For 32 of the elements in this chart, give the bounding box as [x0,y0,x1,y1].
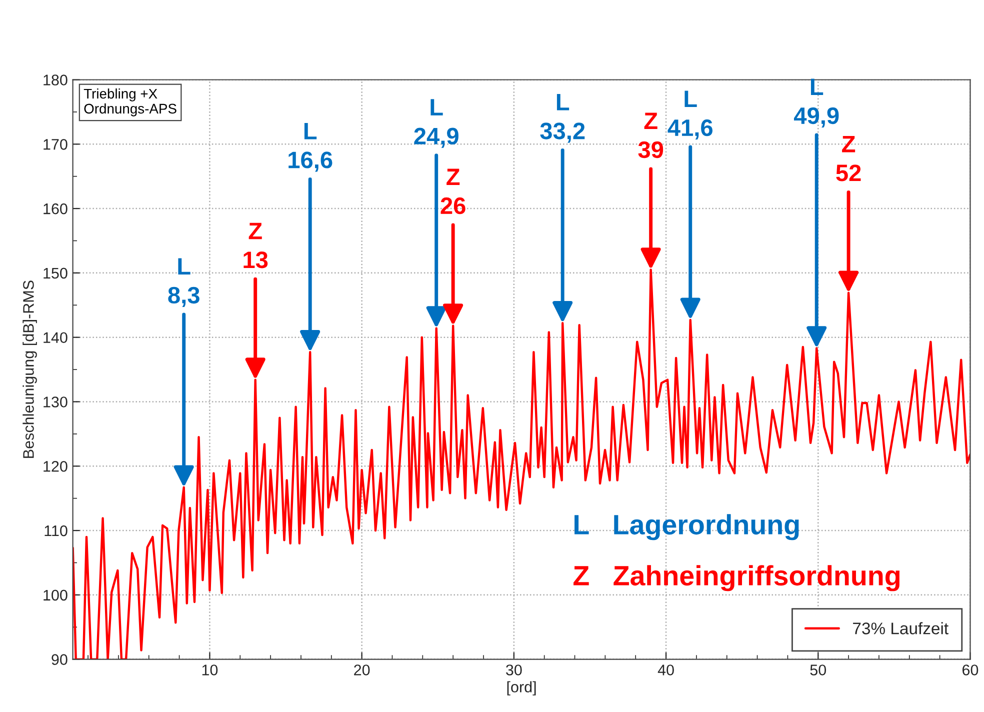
y-tick-label: 150 [44,268,68,279]
annotation: L Lagerordnung [574,514,799,540]
annotation: L 24,9 [414,99,458,148]
annotation: Z 52 [836,136,861,182]
y-tick-label: 160 [44,203,68,214]
legend-label: 73% Laufzeit [853,622,948,634]
y-tick-label: 110 [44,525,68,536]
y-tick-label: 170 [44,139,68,150]
y-tick-label: 120 [44,460,68,472]
annotation: Z 26 [440,168,466,214]
x-tick-label: 50 [810,664,826,676]
x-tick-label: 60 [962,664,978,676]
y-tick-label: 100 [44,590,68,601]
y-tick-label: 140 [44,332,68,344]
annotation: L 33,2 [540,94,585,143]
annotation: L 41,6 [668,90,712,140]
annotation: Z Zahneingriffsordnung [574,565,900,592]
x-tick-label: 10 [202,664,218,676]
annotation: Z 13 [244,222,268,268]
x-tick-label: 30 [506,664,522,676]
annotation: L 16,6 [288,122,332,172]
x-tick-label: 40 [658,664,674,676]
annotation: L 49,9 [794,78,839,128]
y-tick-label: 180 [44,74,68,86]
y-tick-label: 130 [44,396,68,408]
annotation: Triebling +X Ordnungs-APS [84,88,176,116]
y-axis-title: Beschleunigung [dB]-RMS [22,280,37,458]
annotation: L 8,3 [168,258,200,307]
annotation: Z 39 [638,112,664,158]
x-axis-title: [ord] [507,681,536,696]
x-tick-label: 20 [354,664,370,676]
y-tick-label: 90 [52,654,68,665]
